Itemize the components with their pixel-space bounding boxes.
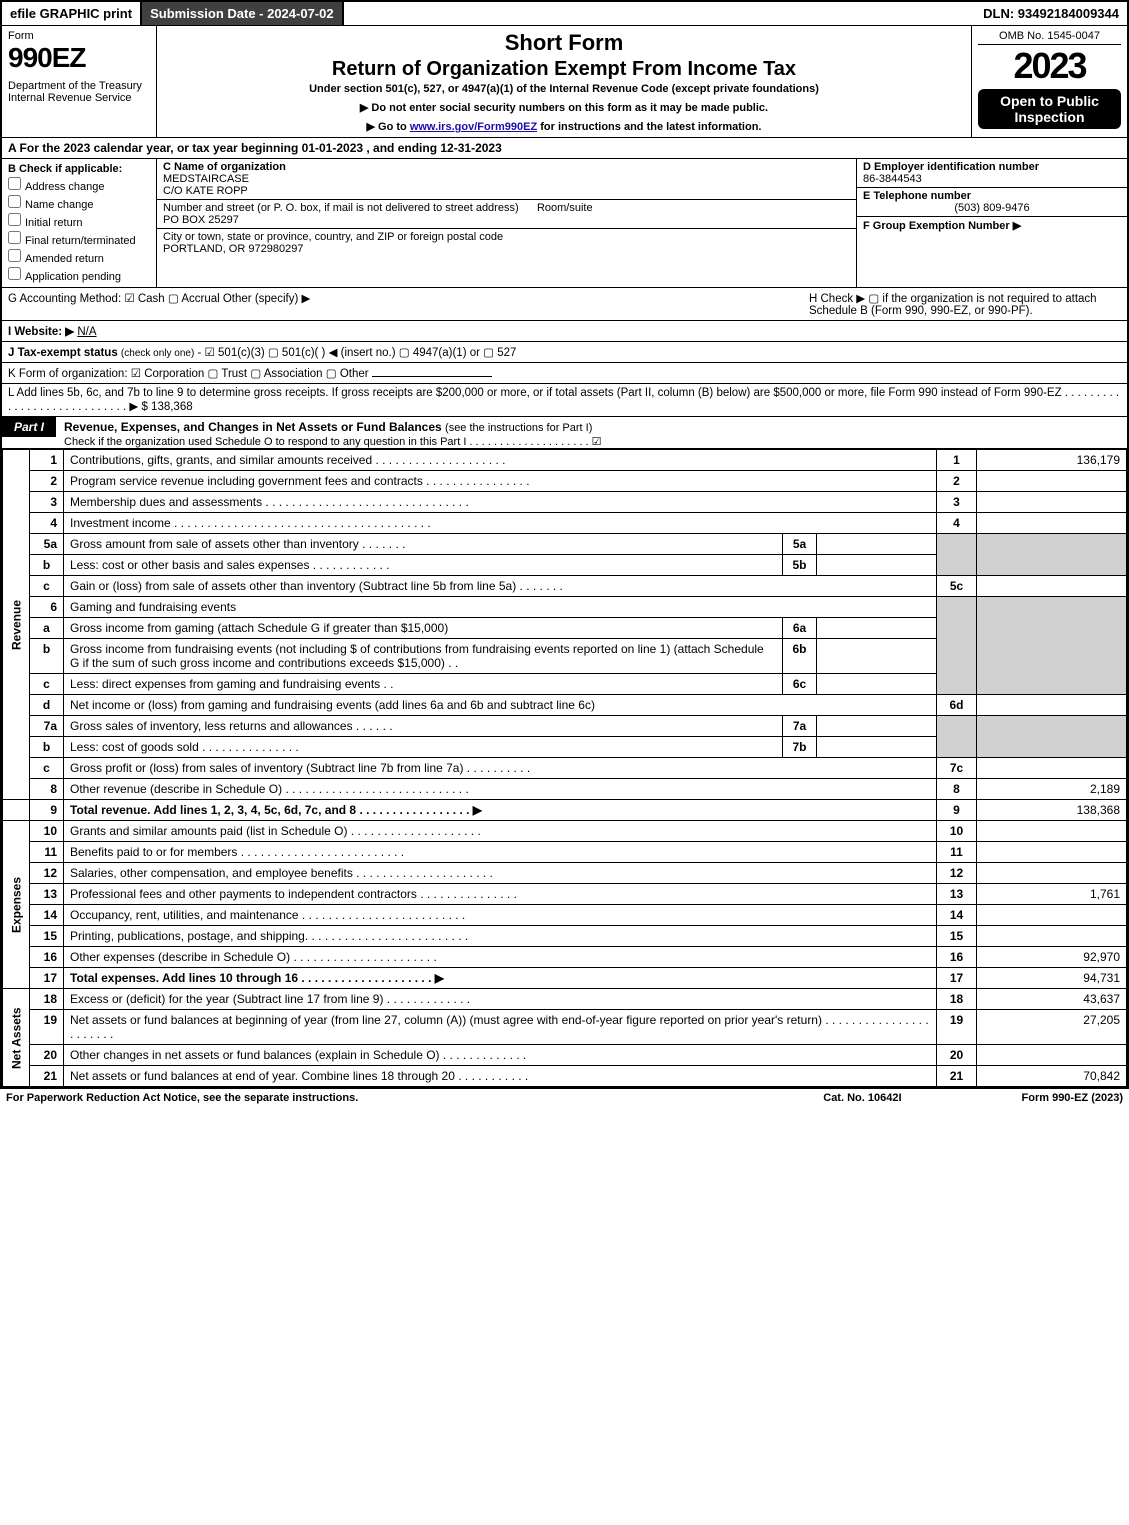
amt-20 (977, 1045, 1127, 1066)
tax-year: 2023 (978, 45, 1121, 87)
subtitle: Under section 501(c), 527, or 4947(a)(1)… (165, 83, 963, 95)
goto-line: ▶ Go to www.irs.gov/Form990EZ for instru… (165, 120, 963, 133)
irs-link[interactable]: www.irs.gov/Form990EZ (410, 121, 537, 133)
c-city-lbl: City or town, state or province, country… (163, 231, 503, 243)
street: PO BOX 25297 (163, 214, 239, 226)
chk-application-pending[interactable]: Application pending (8, 267, 150, 283)
chk-name-change[interactable]: Name change (8, 195, 150, 211)
amt-13: 1,761 (977, 884, 1127, 905)
amt-19: 27,205 (977, 1010, 1127, 1045)
amt-15 (977, 926, 1127, 947)
amt-18: 43,637 (977, 989, 1127, 1010)
amt-10 (977, 821, 1127, 842)
chk-address-change[interactable]: Address change (8, 177, 150, 193)
row-k: K Form of organization: ☑ Corporation ▢ … (2, 363, 1127, 384)
form-number: 990EZ (8, 42, 150, 74)
grp-lbl: F Group Exemption Number ▶ (863, 220, 1021, 232)
row-h: H Check ▶ ▢ if the organization is not r… (801, 291, 1121, 317)
chk-final-return[interactable]: Final return/terminated (8, 231, 150, 247)
col-c: C Name of organization MEDSTAIRCASE C/O … (157, 159, 857, 287)
tab-efile[interactable]: efile GRAPHIC print (2, 2, 142, 25)
header-center: Short Form Return of Organization Exempt… (157, 26, 972, 137)
amt-7c (977, 758, 1127, 779)
amt-11 (977, 842, 1127, 863)
header-right: OMB No. 1545-0047 2023 Open to Public In… (972, 26, 1127, 137)
amt-9: 138,368 (977, 800, 1127, 821)
vlabel-expenses: Expenses (3, 821, 30, 989)
amt-5c (977, 576, 1127, 597)
row-g-h: G Accounting Method: ☑ Cash ▢ Accrual Ot… (2, 288, 1127, 321)
amt-16: 92,970 (977, 947, 1127, 968)
footer-right: Form 990-EZ (2023) (1022, 1092, 1123, 1104)
val-7a (817, 716, 937, 737)
col-b-hdr: B Check if applicable: (8, 163, 150, 175)
row-j: J Tax-exempt status (check only one) - ☑… (2, 342, 1127, 363)
footer-left: For Paperwork Reduction Act Notice, see … (6, 1092, 823, 1104)
chk-initial-return[interactable]: Initial return (8, 213, 150, 229)
part-1-grid: Revenue 1 Contributions, gifts, grants, … (2, 449, 1127, 1087)
c-street-lbl: Number and street (or P. O. box, if mail… (163, 202, 519, 214)
amt-2 (977, 471, 1127, 492)
val-6c (817, 674, 937, 695)
org-name: MEDSTAIRCASE (163, 173, 249, 185)
header-left: Form 990EZ Department of the Treasury In… (2, 26, 157, 137)
amt-6d (977, 695, 1127, 716)
amt-14 (977, 905, 1127, 926)
part-1-header: Part I Revenue, Expenses, and Changes in… (2, 417, 1127, 449)
val-6a (817, 618, 937, 639)
amt-17: 94,731 (977, 968, 1127, 989)
title-short-form: Short Form (165, 30, 963, 56)
website: N/A (77, 326, 96, 338)
topbar: efile GRAPHIC print Submission Date - 20… (2, 2, 1127, 26)
line-a: A For the 2023 calendar year, or tax yea… (2, 138, 1127, 159)
open-inspection: Open to Public Inspection (978, 89, 1121, 129)
warn-ssn: ▶ Do not enter social security numbers o… (165, 101, 963, 114)
col-b: B Check if applicable: Address change Na… (2, 159, 157, 287)
form-990ez: efile GRAPHIC print Submission Date - 20… (0, 0, 1129, 1089)
val-5b (817, 555, 937, 576)
amt-4 (977, 513, 1127, 534)
room-lbl: Room/suite (537, 202, 593, 214)
vlabel-net-assets: Net Assets (3, 989, 30, 1087)
section-b-c-d: B Check if applicable: Address change Na… (2, 159, 1127, 288)
val-5a (817, 534, 937, 555)
part-1-tab: Part I (2, 417, 56, 437)
city: PORTLAND, OR 972980297 (163, 243, 303, 255)
omb-number: OMB No. 1545-0047 (978, 30, 1121, 45)
dept: Department of the Treasury Internal Reve… (8, 80, 150, 104)
vlabel-revenue: Revenue (3, 450, 30, 800)
dln: DLN: 93492184009344 (975, 2, 1127, 25)
tel-lbl: E Telephone number (863, 190, 971, 202)
ein-lbl: D Employer identification number (863, 161, 1039, 173)
footer: For Paperwork Reduction Act Notice, see … (0, 1089, 1129, 1107)
amt-8: 2,189 (977, 779, 1127, 800)
row-l: L Add lines 5b, 6c, and 7b to line 9 to … (2, 384, 1127, 417)
title-return: Return of Organization Exempt From Incom… (165, 58, 963, 81)
tel: (503) 809-9476 (863, 202, 1121, 214)
part-1-title: Revenue, Expenses, and Changes in Net As… (64, 417, 1127, 448)
ein: 86-3844543 (863, 173, 922, 185)
amt-12 (977, 863, 1127, 884)
footer-mid: Cat. No. 10642I (823, 1092, 901, 1104)
tab-submission: Submission Date - 2024-07-02 (142, 2, 344, 25)
header: Form 990EZ Department of the Treasury In… (2, 26, 1127, 138)
val-6b (817, 639, 937, 674)
row-g: G Accounting Method: ☑ Cash ▢ Accrual Ot… (8, 291, 801, 317)
amt-3 (977, 492, 1127, 513)
form-word: Form (8, 30, 150, 42)
care-of: C/O KATE ROPP (163, 185, 248, 197)
c-name-lbl: C Name of organization (163, 161, 286, 173)
chk-amended-return[interactable]: Amended return (8, 249, 150, 265)
amt-21: 70,842 (977, 1066, 1127, 1087)
val-7b (817, 737, 937, 758)
amt-1: 136,179 (977, 450, 1127, 471)
row-i: I Website: ▶ N/A (2, 321, 1127, 342)
col-d: D Employer identification number 86-3844… (857, 159, 1127, 287)
